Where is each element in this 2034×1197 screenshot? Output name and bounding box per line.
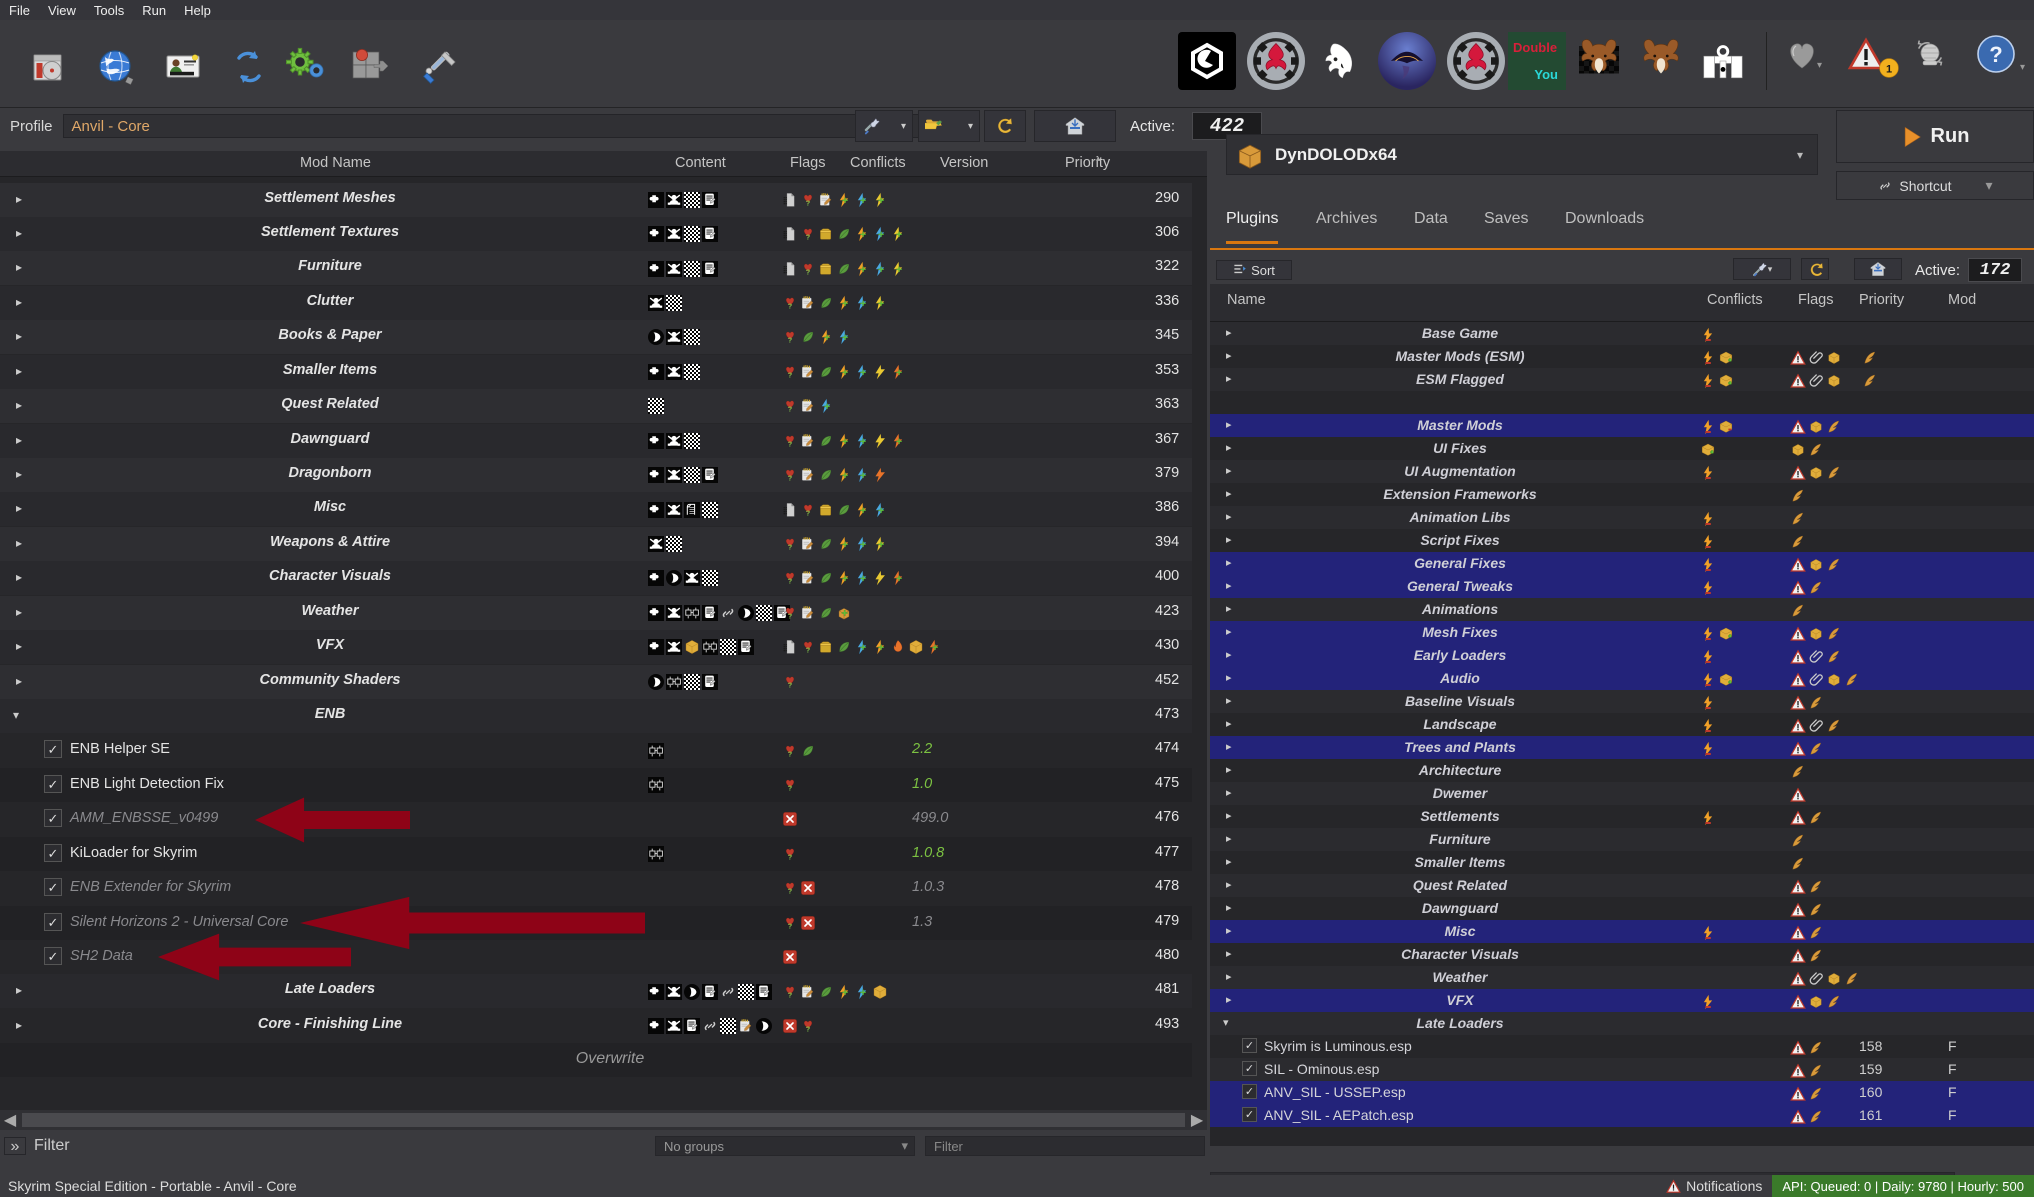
- svg-text:1: 1: [1886, 64, 1892, 76]
- svg-text:?: ?: [1989, 42, 2002, 67]
